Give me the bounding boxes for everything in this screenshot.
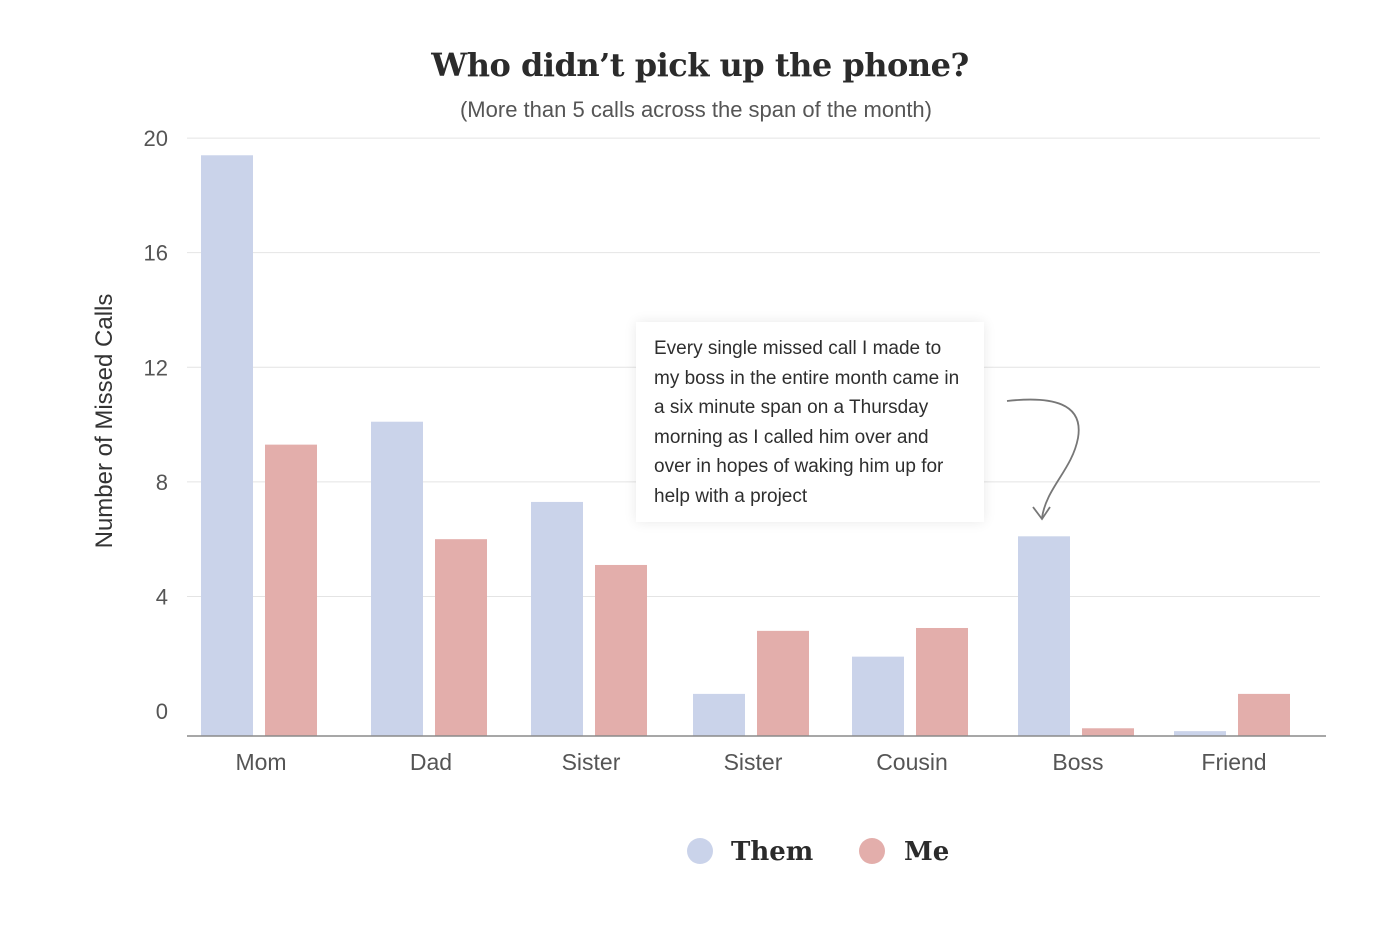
y-tick-label: 0 bbox=[156, 699, 168, 724]
x-axis-ticks: Mom Dad Sister Sister Cousin Boss Friend bbox=[235, 749, 1266, 775]
bar-them-mom bbox=[201, 155, 253, 736]
bar-them-friend bbox=[1174, 731, 1226, 736]
legend-label-me: Me bbox=[904, 837, 949, 867]
annotation-box: Every single missed call I made to my bo… bbox=[636, 322, 984, 522]
y-axis-ticks: 20 16 12 8 4 0 bbox=[144, 126, 168, 724]
legend-label-them: Them bbox=[731, 837, 813, 867]
x-tick-label: Sister bbox=[562, 749, 621, 775]
bar-me-sister bbox=[595, 564, 647, 736]
annotation-arrow bbox=[1006, 398, 1080, 519]
x-tick-label: Sister bbox=[724, 749, 783, 775]
y-tick-label: 20 bbox=[144, 126, 168, 151]
legend-swatch-me bbox=[859, 838, 885, 864]
y-tick-label: 4 bbox=[156, 584, 168, 609]
bar-them-sister bbox=[531, 501, 583, 736]
bar-me-cousin bbox=[916, 627, 968, 736]
bar-me-friend bbox=[1238, 693, 1290, 736]
bar-me-boss bbox=[1082, 728, 1134, 736]
bar-them-cousin bbox=[852, 656, 904, 736]
y-axis-label: Number of Missed Calls bbox=[91, 294, 118, 549]
chart-title: Who didn’t pick up the phone? bbox=[430, 46, 968, 84]
bar-me-sister bbox=[757, 630, 809, 736]
chart-subtitle: (More than 5 calls across the span of th… bbox=[460, 97, 932, 122]
x-tick-label: Dad bbox=[410, 749, 452, 775]
x-tick-label: Friend bbox=[1201, 749, 1266, 775]
y-tick-label: 12 bbox=[144, 355, 168, 380]
legend-swatch-them bbox=[687, 838, 713, 864]
x-tick-label: Mom bbox=[235, 749, 286, 775]
x-tick-label: Cousin bbox=[876, 749, 948, 775]
bar-them-boss bbox=[1018, 536, 1070, 736]
x-tick-label: Boss bbox=[1052, 749, 1103, 775]
y-tick-label: 8 bbox=[156, 470, 168, 495]
legend: Them Me bbox=[687, 837, 949, 867]
bar-me-mom bbox=[265, 444, 317, 736]
bars bbox=[201, 155, 1290, 736]
bar-them-dad bbox=[371, 421, 423, 736]
annotation-arrowhead bbox=[1032, 506, 1051, 521]
bar-me-dad bbox=[435, 539, 487, 736]
y-tick-label: 16 bbox=[144, 241, 168, 266]
bar-them-sister bbox=[693, 693, 745, 736]
